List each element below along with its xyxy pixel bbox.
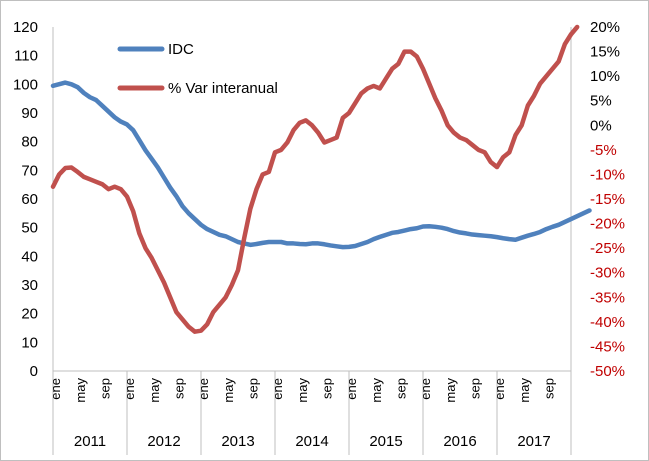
right-tick-label: -15% [590, 191, 625, 208]
month-tick-label: may [369, 378, 384, 403]
month-tick-label: sep [319, 378, 334, 399]
year-tick-label: 2011 [74, 433, 106, 450]
month-tick-label: may [147, 378, 162, 403]
right-tick-label: -20% [590, 216, 625, 233]
left-tick-label: 10 [21, 334, 38, 351]
right-tick-label: 10% [590, 68, 620, 85]
month-tick-label: sep [467, 378, 482, 399]
right-tick-label: -50% [590, 363, 625, 380]
month-tick-label: may [295, 378, 310, 403]
left-tick-label: 110 [14, 48, 38, 65]
left-tick-label: 120 [13, 19, 38, 36]
month-tick-label: sep [541, 378, 556, 399]
legend: IDC % Var interanual [117, 41, 278, 97]
month-tick-label: sep [97, 378, 112, 399]
left-tick-label: 0 [30, 363, 38, 380]
left-tick-label: 70 [21, 162, 38, 179]
month-tick-label: ene [48, 378, 63, 400]
year-tick-label: 2015 [369, 433, 402, 450]
year-tick-label: 2016 [443, 433, 476, 450]
month-tick-label: ene [270, 378, 285, 400]
left-tick-label: 100 [13, 76, 38, 93]
left-tick-label: 90 [21, 105, 38, 122]
left-tick-label: 60 [21, 191, 38, 208]
year-tick-label: 2012 [147, 433, 180, 450]
year-tick-label: 2014 [295, 433, 328, 450]
right-tick-label: -35% [590, 289, 625, 306]
left-tick-label: 50 [21, 220, 38, 237]
left-tick-label: 20 [21, 306, 38, 323]
month-tick-label: ene [122, 378, 137, 400]
month-tick-label: ene [418, 378, 433, 400]
month-tick-label: may [73, 378, 88, 403]
left-axis-ticks: 0 10 20 30 40 50 60 70 80 90 100 110 120 [13, 19, 38, 380]
right-axis-ticks: -50% -45% -40% -35% -30% -25% -20% -15% -10% -5% 0… [590, 19, 625, 380]
month-axis-labels: ene may sep ene may sep ene may sep ene may sep ene m… [48, 378, 556, 403]
legend-label-idc: IDC [168, 41, 194, 58]
right-tick-label: -25% [590, 240, 625, 257]
month-tick-label: ene [492, 378, 507, 400]
right-tick-label: -45% [590, 338, 625, 355]
right-tick-label: 20% [590, 19, 620, 36]
right-tick-label: -30% [590, 265, 625, 282]
right-tick-label: -40% [590, 314, 625, 331]
right-tick-label: -10% [590, 166, 625, 183]
year-axis-labels: 2011 2012 2013 2014 2015 2016 2017 [74, 433, 551, 450]
month-tick-label: sep [393, 378, 408, 399]
left-tick-label: 80 [21, 134, 38, 151]
right-tick-label: 5% [590, 93, 612, 110]
month-tick-label: sep [245, 378, 260, 399]
month-tick-label: may [517, 378, 532, 403]
series-lines [50, 24, 592, 334]
month-tick-label: ene [196, 378, 211, 400]
month-tick-label: may [443, 378, 458, 403]
legend-label-var-interanual: % Var interanual [168, 80, 278, 97]
left-tick-label: 30 [21, 277, 38, 294]
right-tick-label: -5% [590, 142, 617, 159]
right-tick-label: 15% [590, 44, 620, 61]
right-tick-label: 0% [590, 117, 612, 134]
month-tick-label: may [221, 378, 236, 403]
month-tick-label: ene [344, 378, 359, 400]
series-line-var-interanual [50, 24, 580, 334]
left-tick-label: 40 [21, 248, 38, 265]
year-tick-label: 2013 [221, 433, 254, 450]
series-line-idc [50, 80, 592, 250]
month-tick-label: sep [171, 378, 186, 399]
year-tick-label: 2017 [517, 433, 550, 450]
